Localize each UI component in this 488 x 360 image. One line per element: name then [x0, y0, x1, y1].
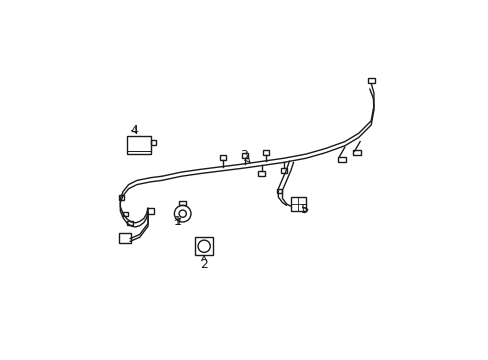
Bar — [119, 233, 130, 243]
Bar — [122, 212, 128, 216]
Text: 5: 5 — [300, 203, 308, 216]
Bar — [195, 237, 213, 255]
Text: 3: 3 — [239, 149, 250, 163]
Text: 1: 1 — [173, 216, 181, 229]
Bar — [367, 78, 375, 84]
Bar — [119, 195, 124, 200]
Bar — [276, 189, 282, 193]
Bar — [146, 208, 154, 214]
Bar — [127, 136, 150, 154]
Bar — [280, 168, 286, 174]
Bar — [219, 156, 226, 161]
Bar — [179, 201, 186, 205]
Bar — [352, 150, 360, 156]
Bar — [337, 157, 345, 162]
Bar — [262, 150, 268, 155]
Bar — [127, 221, 133, 225]
Bar — [241, 153, 248, 158]
Text: 4: 4 — [130, 124, 139, 137]
Bar — [150, 140, 156, 145]
Bar — [290, 197, 305, 211]
Bar — [258, 171, 264, 176]
Text: 2: 2 — [200, 256, 207, 271]
